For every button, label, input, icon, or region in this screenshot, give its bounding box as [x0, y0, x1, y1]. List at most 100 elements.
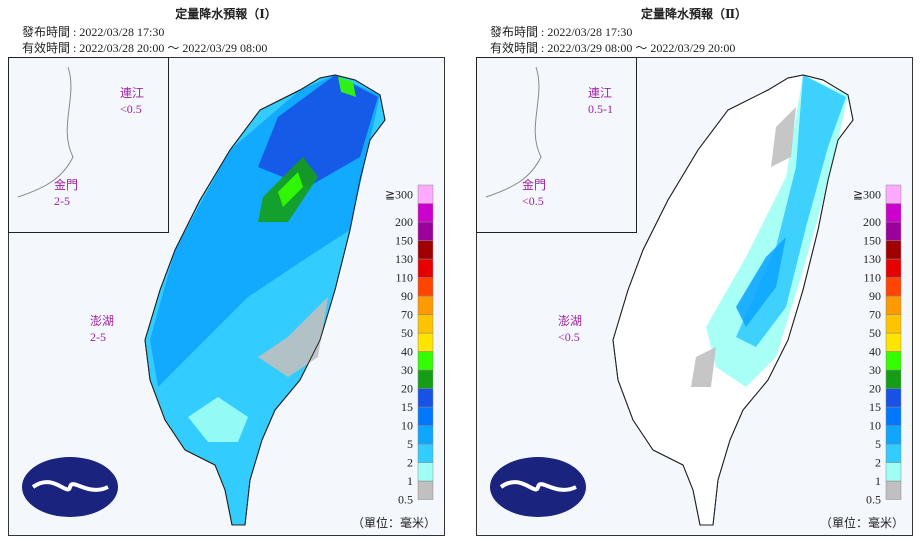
rain-area [258, 75, 378, 187]
legend-swatch [417, 351, 434, 371]
legend-label: 5 [407, 437, 413, 451]
map-area: 連江 <0.5 金門 2-5 澎湖 2-5 0.5 1 2 5 10 15 20 30 40 50 70 90 11… [8, 57, 445, 536]
rain-area [736, 237, 786, 327]
legend-swatch [417, 203, 434, 223]
issued-time: 發布時間 : 2022/03/28 17:30 [22, 24, 164, 39]
legend-swatch [885, 277, 902, 297]
legend-swatch [417, 425, 434, 445]
legend-label: 130 [395, 252, 413, 266]
map-area: 連江 0.5-1 金門 <0.5 澎湖 <0.5 0.5 1 2 5 10 15 20 30 40 50 70 9… [476, 57, 913, 536]
rain-area [691, 347, 716, 387]
legend-label: 50 [401, 326, 413, 340]
legend-swatch [417, 443, 434, 463]
legend-swatch [885, 406, 902, 426]
kinmen-name: 金門 [54, 177, 78, 192]
legend-swatch [885, 295, 902, 315]
legend-label: 90 [869, 289, 881, 303]
legend-swatch [885, 240, 902, 260]
kinmen-name: 金門 [522, 177, 546, 192]
rain-area [188, 397, 248, 442]
legend-label: 110 [863, 271, 881, 285]
legend-label: 30 [869, 363, 881, 377]
rain-area [258, 297, 328, 377]
penghu-value: 2-5 [90, 330, 106, 344]
legend-swatch [417, 406, 434, 426]
legend-swatch [885, 258, 902, 278]
kinmen-value: 2-5 [54, 194, 70, 208]
coastline [17, 66, 74, 198]
legend-label: 130 [863, 252, 881, 266]
legend-swatch [417, 240, 434, 260]
legend-label: 200 [395, 215, 413, 229]
legend-label: 5 [875, 437, 881, 451]
legend-label: 10 [401, 419, 413, 433]
legend-swatch [885, 351, 902, 371]
legend-label: 150 [863, 234, 881, 248]
legend-swatch [417, 480, 434, 500]
matsu-value: <0.5 [120, 102, 142, 116]
legend-label: ≧300 [853, 187, 881, 201]
legend-swatch [885, 369, 902, 389]
taiwan-outline [144, 74, 386, 526]
legend-swatch [417, 295, 434, 315]
legend-swatch [417, 369, 434, 389]
legend-swatch [885, 203, 902, 223]
logo-mark [31, 480, 109, 492]
rain-area [278, 172, 303, 207]
legend-swatch [417, 184, 434, 204]
legend-label: 40 [401, 345, 413, 359]
legend-label: 10 [869, 419, 881, 433]
legend-swatch [417, 332, 434, 352]
inset-box [8, 57, 169, 233]
legend-swatch [885, 388, 902, 408]
rain-area [771, 107, 796, 167]
valid-time: 有效時間 : 2022/03/28 20:00 ～ 2022/03/29 08:… [22, 40, 267, 55]
panel-title: 定量降水預報（Ⅱ） [641, 6, 747, 21]
unit-label: （單位：毫米） [352, 515, 436, 530]
legend-swatch [417, 462, 434, 482]
legend-label: 150 [395, 234, 413, 248]
legend-label: 30 [401, 363, 413, 377]
legend-label: 70 [869, 308, 881, 322]
legend-swatch [417, 314, 434, 334]
matsu-value: 0.5-1 [588, 102, 613, 116]
legend-label: 1 [407, 474, 413, 488]
issued-time: 發布時間 : 2022/03/28 17:30 [490, 24, 632, 39]
legend-label: 20 [869, 382, 881, 396]
penghu-name: 澎湖 [558, 313, 582, 328]
legend-label: 110 [395, 271, 413, 285]
legend-label: 15 [869, 400, 881, 414]
coastline [485, 66, 542, 198]
legend-label: ≧300 [385, 187, 413, 201]
legend-swatch [885, 480, 902, 500]
legend-swatch [885, 425, 902, 445]
legend-label: 0.5 [866, 493, 881, 507]
rain-area [338, 77, 356, 97]
penghu-value: <0.5 [558, 330, 580, 344]
legend-label: 0.5 [398, 493, 413, 507]
legend-swatch [885, 443, 902, 463]
legend-label: 2 [407, 456, 413, 470]
legend-swatch [885, 314, 902, 334]
legend-swatch [417, 258, 434, 278]
legend-swatch [885, 184, 902, 204]
matsu-name: 連江 [120, 86, 144, 100]
valid-time: 有效時間 : 2022/03/29 08:00 ～ 2022/03/29 20:… [490, 40, 735, 55]
panel-title: 定量降水預報（Ⅰ） [175, 6, 277, 21]
legend-label: 20 [401, 382, 413, 396]
logo-mark [499, 480, 577, 492]
unit-label: （單位：毫米） [820, 515, 904, 530]
legend-label: 70 [401, 308, 413, 322]
legend-swatch [885, 332, 902, 352]
legend-label: 1 [875, 474, 881, 488]
legend-label: 15 [401, 400, 413, 414]
legend-label: 2 [875, 456, 881, 470]
legend-label: 90 [401, 289, 413, 303]
legend-label: 200 [863, 215, 881, 229]
penghu-name: 澎湖 [90, 313, 114, 328]
taiwan-outline [612, 74, 854, 526]
legend-swatch [885, 221, 902, 241]
